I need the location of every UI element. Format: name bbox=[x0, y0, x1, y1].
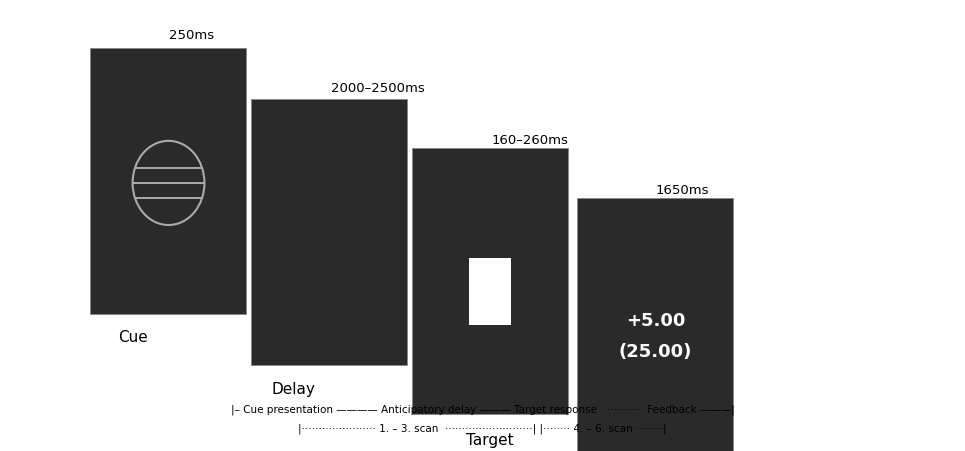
Bar bbox=[469, 259, 510, 325]
Text: Cue: Cue bbox=[118, 329, 148, 344]
Text: 1650ms: 1650ms bbox=[655, 184, 709, 197]
Text: 2000–2500ms: 2000–2500ms bbox=[331, 82, 425, 95]
Bar bbox=[411, 149, 567, 414]
Text: |······················ 1. – 3. scan  ··························| |········ 4. –: |······················ 1. – 3. scan ···… bbox=[298, 423, 667, 433]
Text: Target: Target bbox=[466, 432, 514, 447]
Text: |– Cue presentation ———— Anticipatory delay ——— Target response  ············ Fe: |– Cue presentation ———— Anticipatory de… bbox=[231, 404, 734, 414]
Text: 250ms: 250ms bbox=[169, 29, 213, 42]
Text: 160–260ms: 160–260ms bbox=[492, 134, 568, 147]
Text: (25.00): (25.00) bbox=[619, 342, 692, 360]
Bar bbox=[251, 100, 407, 365]
Bar bbox=[90, 49, 246, 314]
Bar bbox=[577, 199, 733, 451]
Text: Delay: Delay bbox=[271, 381, 316, 396]
Text: +5.00: +5.00 bbox=[626, 312, 685, 330]
Ellipse shape bbox=[132, 142, 205, 226]
